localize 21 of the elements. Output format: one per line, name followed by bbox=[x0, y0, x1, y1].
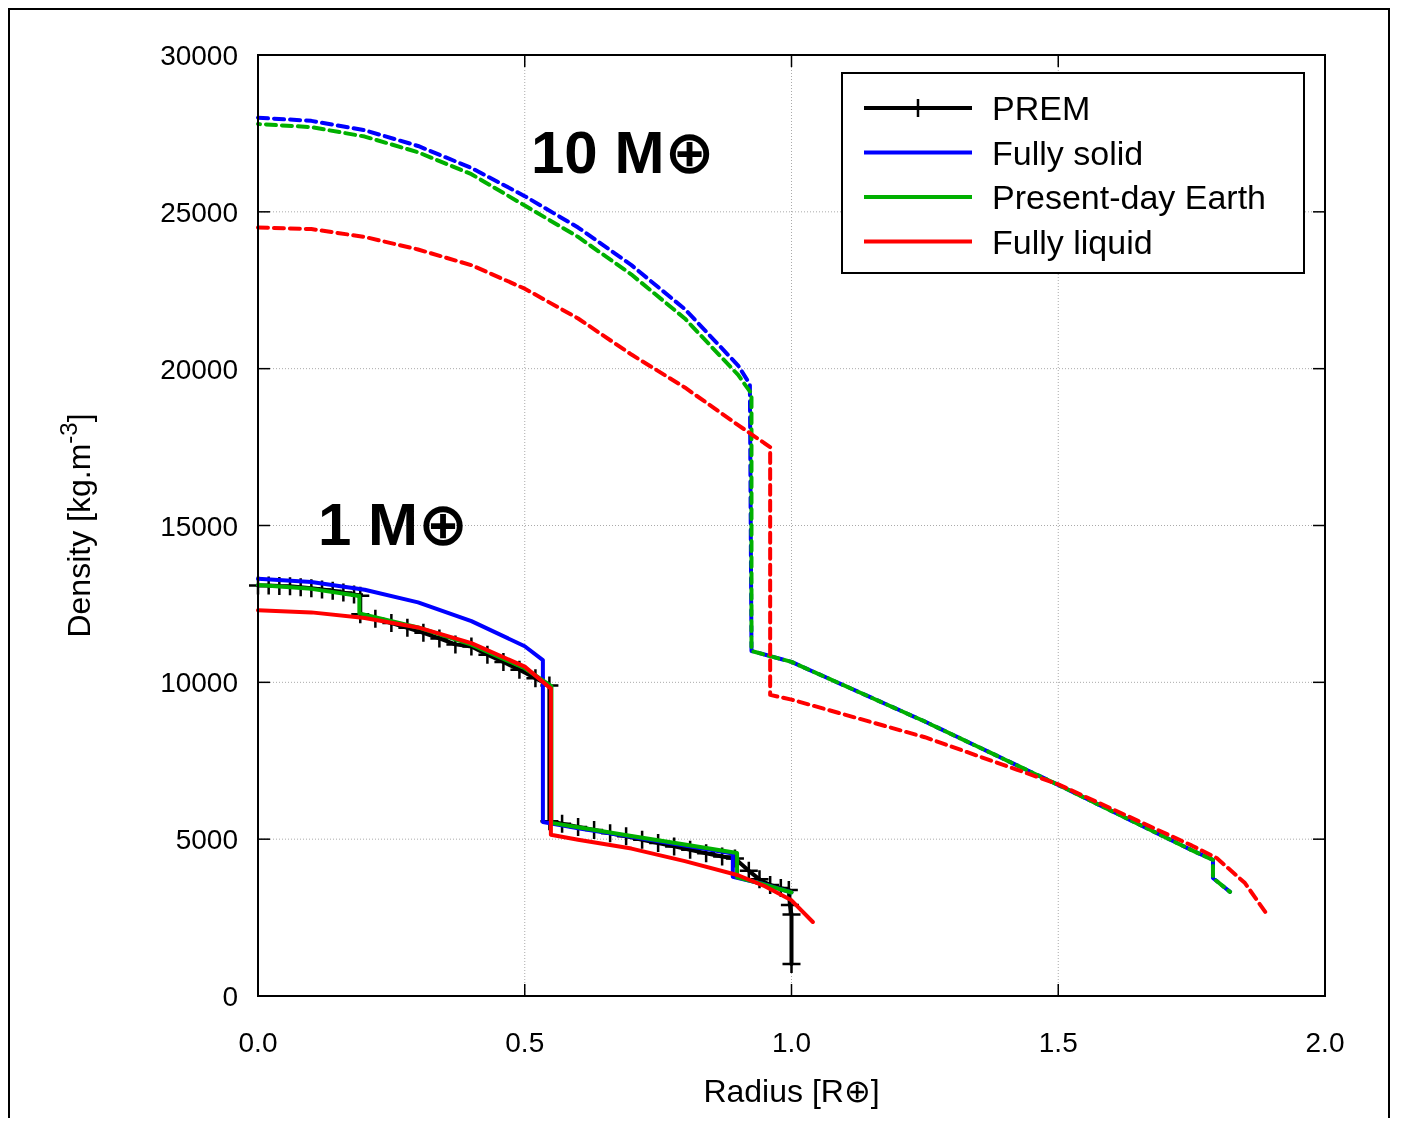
x-tick-label: 0.0 bbox=[238, 1027, 278, 1058]
line-series bbox=[256, 225, 1268, 914]
legend-label: Fully liquid bbox=[992, 222, 1153, 261]
legend-label: Fully solid bbox=[992, 133, 1144, 172]
y-tick-label: 15000 bbox=[160, 510, 238, 542]
legend-label: PREM bbox=[992, 89, 1091, 127]
x-tick-label: 1.5 bbox=[1038, 1027, 1078, 1058]
line-series bbox=[256, 608, 815, 924]
y-tick-label: 20000 bbox=[160, 353, 238, 385]
x-axis-title: Radius [R⊕] bbox=[703, 1073, 880, 1109]
annotation: 1 M⊕ bbox=[318, 491, 469, 558]
x-tick-label: 0.5 bbox=[505, 1027, 545, 1058]
annotation: 10 M⊕ bbox=[531, 119, 715, 186]
y-tick-label: 30000 bbox=[160, 40, 238, 71]
y-tick-label: 25000 bbox=[160, 196, 238, 228]
legend-label: Present-day Earth bbox=[992, 178, 1267, 216]
x-tick-label: 1.0 bbox=[772, 1027, 811, 1058]
y-tick-label: 0 bbox=[222, 981, 238, 1012]
x-tick-label: 2.0 bbox=[1305, 1027, 1345, 1058]
y-tick-label: 10000 bbox=[160, 667, 238, 699]
y-tick-label: 5000 bbox=[175, 824, 238, 856]
